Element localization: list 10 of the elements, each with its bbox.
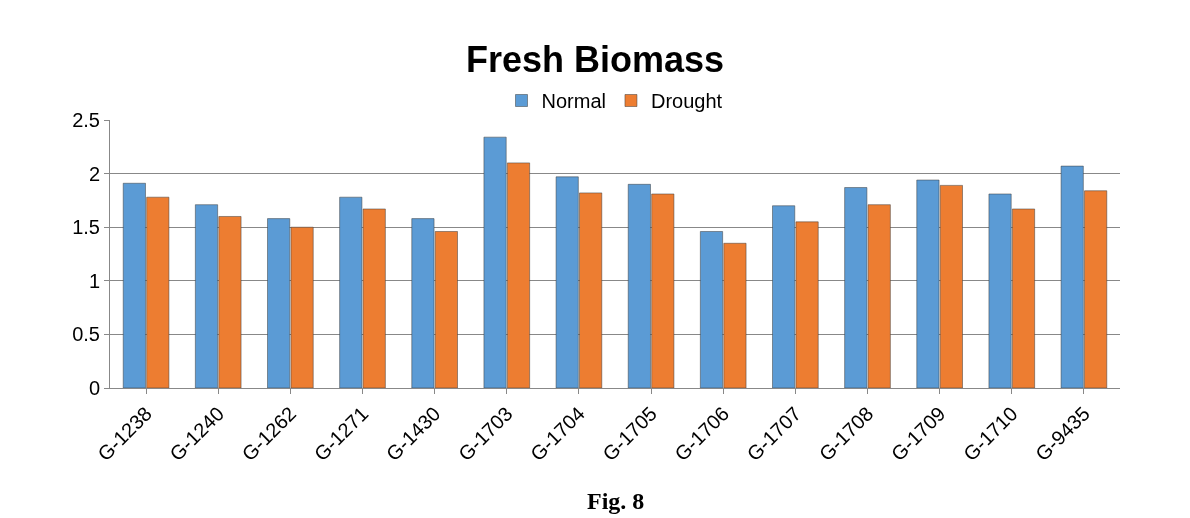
legend-label: Normal: [541, 90, 606, 113]
y-tick-label: 2: [88, 162, 100, 185]
y-tick-label: 2.5: [72, 109, 100, 131]
legend-label: Drought: [650, 90, 723, 113]
chart-title: Fresh Biomass: [465, 38, 725, 80]
y-tick-label: 0: [88, 377, 100, 399]
y-tick-label: 1: [88, 269, 100, 292]
y-tick-label: 1.5: [72, 216, 100, 239]
caption: Fig. 8: [587, 488, 645, 514]
y-tick-label: 0.5: [72, 323, 100, 346]
